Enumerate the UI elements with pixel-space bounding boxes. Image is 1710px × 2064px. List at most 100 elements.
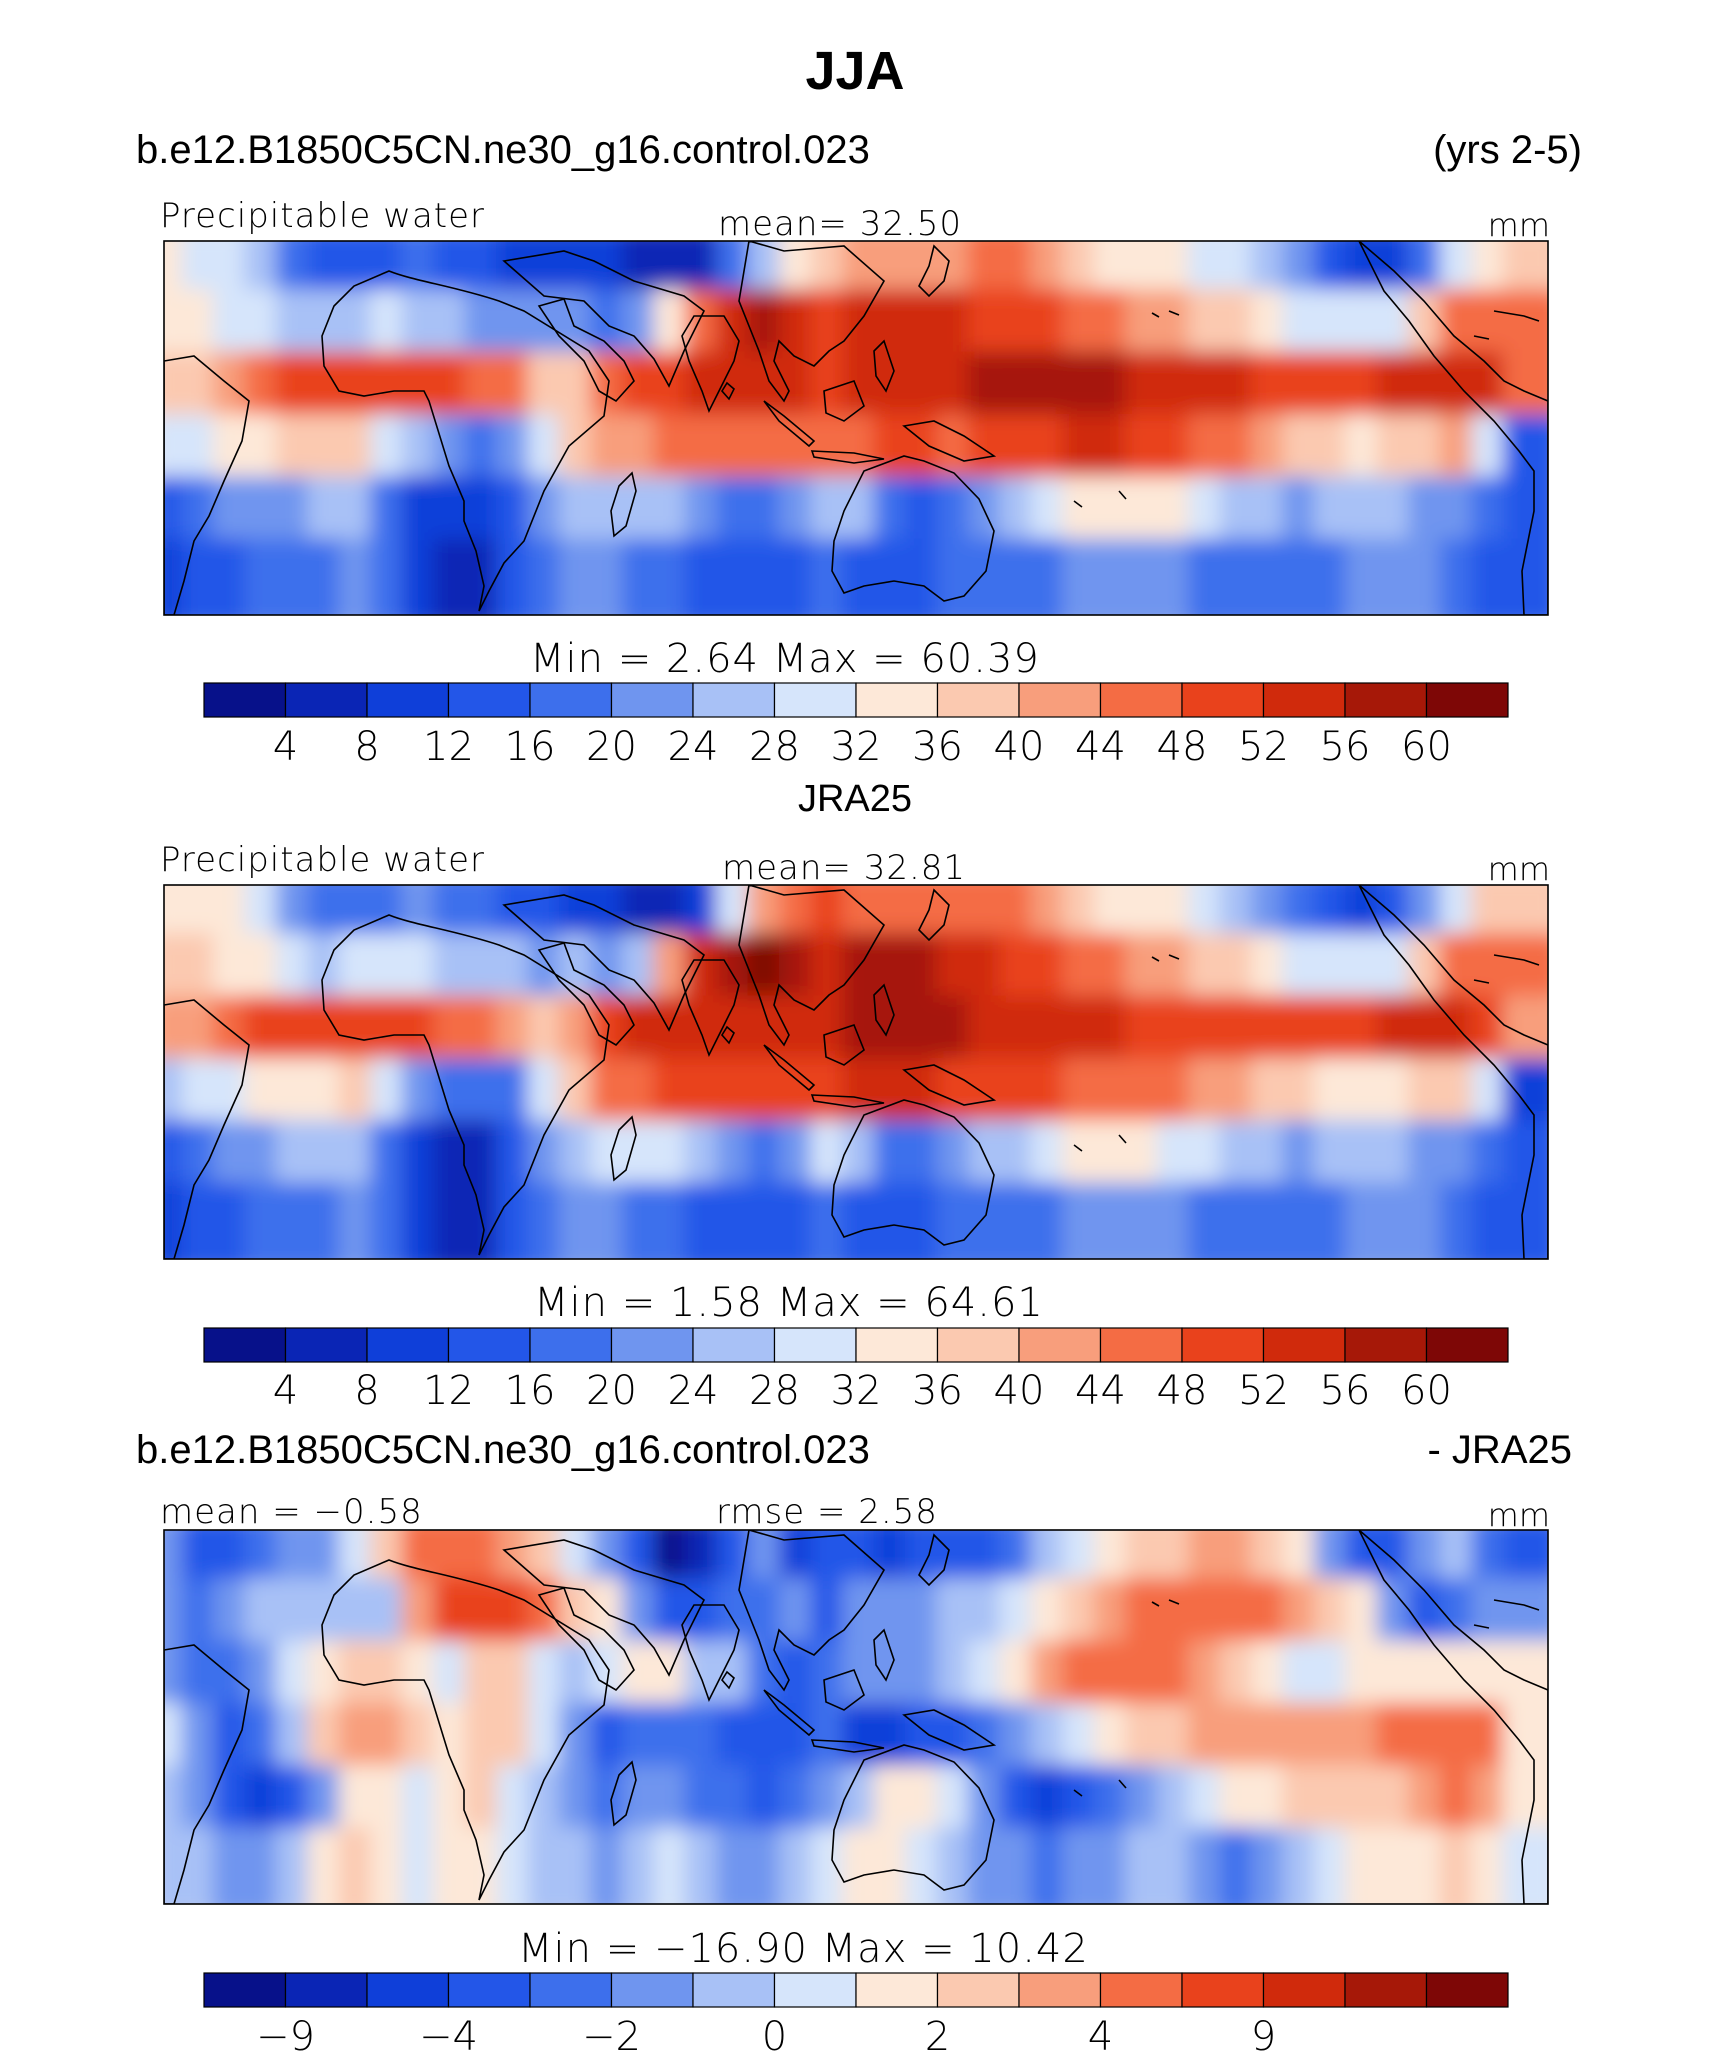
colorbar-swatch	[1425, 682, 1509, 718]
colorbar-swatch	[855, 682, 939, 718]
colorbar-swatch	[773, 1327, 857, 1363]
colorbar-swatch	[610, 682, 694, 718]
colorbar-tick-label: 36	[912, 724, 963, 770]
panel1-mean-label: mean= 32.50	[718, 204, 963, 244]
colorbar-tick-label: 8	[354, 1368, 379, 1414]
colorbar-tick-label: 56	[1320, 724, 1371, 770]
colorbar-2: 4 8 12 16 20 24 28 32 36 40 44 48 52 56 60	[203, 1327, 1509, 1414]
colorbar-swatch	[610, 1972, 694, 2008]
colorbar-tick-label: 4	[273, 1368, 298, 1414]
panel1-years: (yrs 2-5)	[1433, 128, 1582, 172]
panel3-rmse-label: rmse = 2.58	[716, 1492, 938, 1532]
colorbar-swatch	[203, 682, 287, 718]
colorbar-swatch	[529, 682, 613, 718]
panel2-title: JRA25	[797, 778, 913, 820]
map-panel-3	[163, 1529, 1549, 1905]
colorbar-tick-label: 2	[925, 2014, 950, 2060]
colorbar-swatch	[366, 1327, 450, 1363]
colorbar-swatch	[447, 1327, 531, 1363]
panel2-variable-label: Precipitable water	[160, 840, 486, 880]
colorbar-swatch	[692, 1327, 776, 1363]
panel2-units: mm	[1487, 850, 1550, 888]
panel3-minmax: Min = −16.90 Max = 10.42	[518, 1926, 1089, 1972]
colorbar-tick-label: 24	[668, 1368, 719, 1414]
colorbar-swatch	[855, 1327, 939, 1363]
colorbar-swatch	[1018, 1972, 1102, 2008]
colorbar-swatch	[1018, 682, 1102, 718]
colorbar-tick-label: 48	[1157, 724, 1208, 770]
colorbar-swatch	[529, 1972, 613, 2008]
colorbar-swatch	[1099, 682, 1183, 718]
colorbar-tick-label: 32	[831, 1368, 882, 1414]
colorbar-swatch	[773, 682, 857, 718]
colorbar-tick-label: 28	[749, 724, 800, 770]
colorbar-swatch	[1262, 1327, 1346, 1363]
colorbar-tick-label: 44	[1075, 1368, 1126, 1414]
colorbar-tick-label: 52	[1238, 724, 1289, 770]
panel3-minus-label: - JRA25	[1427, 1428, 1573, 1472]
colorbar-swatch	[773, 1972, 857, 2008]
map-panel-2	[163, 884, 1549, 1260]
colorbar-swatch	[203, 1972, 287, 2008]
colorbar-tick-label: 44	[1075, 724, 1126, 770]
colorbar-swatch	[529, 1327, 613, 1363]
panel1-variable-label: Precipitable water	[160, 196, 486, 236]
colorbar-swatch	[1344, 1972, 1428, 2008]
colorbar-swatch	[1344, 1327, 1428, 1363]
colorbar-tick-label: 0	[762, 2014, 787, 2060]
colorbar-tick-label: 16	[505, 1368, 556, 1414]
colorbar-tick-label: −4	[419, 2014, 478, 2060]
colorbar-swatch	[936, 682, 1020, 718]
colorbar-tick-label: 20	[586, 724, 637, 770]
colorbar-tick-label: 36	[912, 1368, 963, 1414]
panel3-units: mm	[1487, 1496, 1550, 1534]
colorbar-tick-label: −9	[256, 2014, 315, 2060]
figure-title: JJA	[805, 41, 905, 101]
colorbar-1: 4 8 12 16 20 24 28 32 36 40 44 48 52 56 60	[203, 682, 1509, 770]
map-panel-1	[163, 240, 1549, 616]
colorbar-swatch	[1181, 1972, 1265, 2008]
colorbar-tick-label: 20	[586, 1368, 637, 1414]
colorbar-swatch	[1344, 682, 1428, 718]
colorbar-tick-label: 32	[831, 724, 882, 770]
colorbar-tick-label: 4	[273, 724, 298, 770]
colorbar-tick-label: 12	[423, 724, 474, 770]
colorbar-swatch	[1181, 1327, 1265, 1363]
colorbar-swatch	[284, 682, 368, 718]
colorbar-tick-label: 60	[1401, 1368, 1452, 1414]
colorbar-swatch	[447, 682, 531, 718]
map-frame	[163, 1529, 1549, 1905]
panel3-case-title: b.e12.B1850C5CN.ne30_g16.control.023	[136, 1428, 870, 1472]
colorbar-tick-label: 52	[1238, 1368, 1289, 1414]
panel3-mean-label: mean = −0.58	[160, 1492, 423, 1532]
colorbar-tick-label: 60	[1401, 724, 1452, 770]
map-frame	[163, 240, 1549, 616]
panel1-case-title: b.e12.B1850C5CN.ne30_g16.control.023	[136, 128, 870, 172]
colorbar-swatch	[284, 1327, 368, 1363]
colorbar-swatch	[855, 1972, 939, 2008]
panel1-units: mm	[1487, 206, 1550, 244]
colorbar-swatch	[936, 1327, 1020, 1363]
colorbar-swatch	[1425, 1327, 1509, 1363]
map-frame	[163, 884, 1549, 1260]
colorbar-tick-label: 28	[749, 1368, 800, 1414]
colorbar-swatch	[692, 682, 776, 718]
colorbar-swatch	[610, 1327, 694, 1363]
colorbar-tick-label: 24	[668, 724, 719, 770]
colorbar-tick-label: 56	[1320, 1368, 1371, 1414]
colorbar-tick-label: 8	[354, 724, 379, 770]
colorbar-tick-label: 16	[505, 724, 556, 770]
colorbar-swatch	[1099, 1327, 1183, 1363]
colorbar-swatch	[1262, 1972, 1346, 2008]
colorbar-swatch	[366, 682, 450, 718]
colorbar-swatch	[203, 1327, 287, 1363]
colorbar-swatch	[1181, 682, 1265, 718]
panel2-mean-label: mean= 32.81	[722, 848, 967, 888]
colorbar-swatch	[936, 1972, 1020, 2008]
panel1-minmax: Min = 2.64 Max = 60.39	[530, 636, 1040, 682]
colorbar-tick-label: 48	[1157, 1368, 1208, 1414]
colorbar-swatch	[692, 1972, 776, 2008]
colorbar-tick-label: 12	[423, 1368, 474, 1414]
colorbar-swatch	[447, 1972, 531, 2008]
